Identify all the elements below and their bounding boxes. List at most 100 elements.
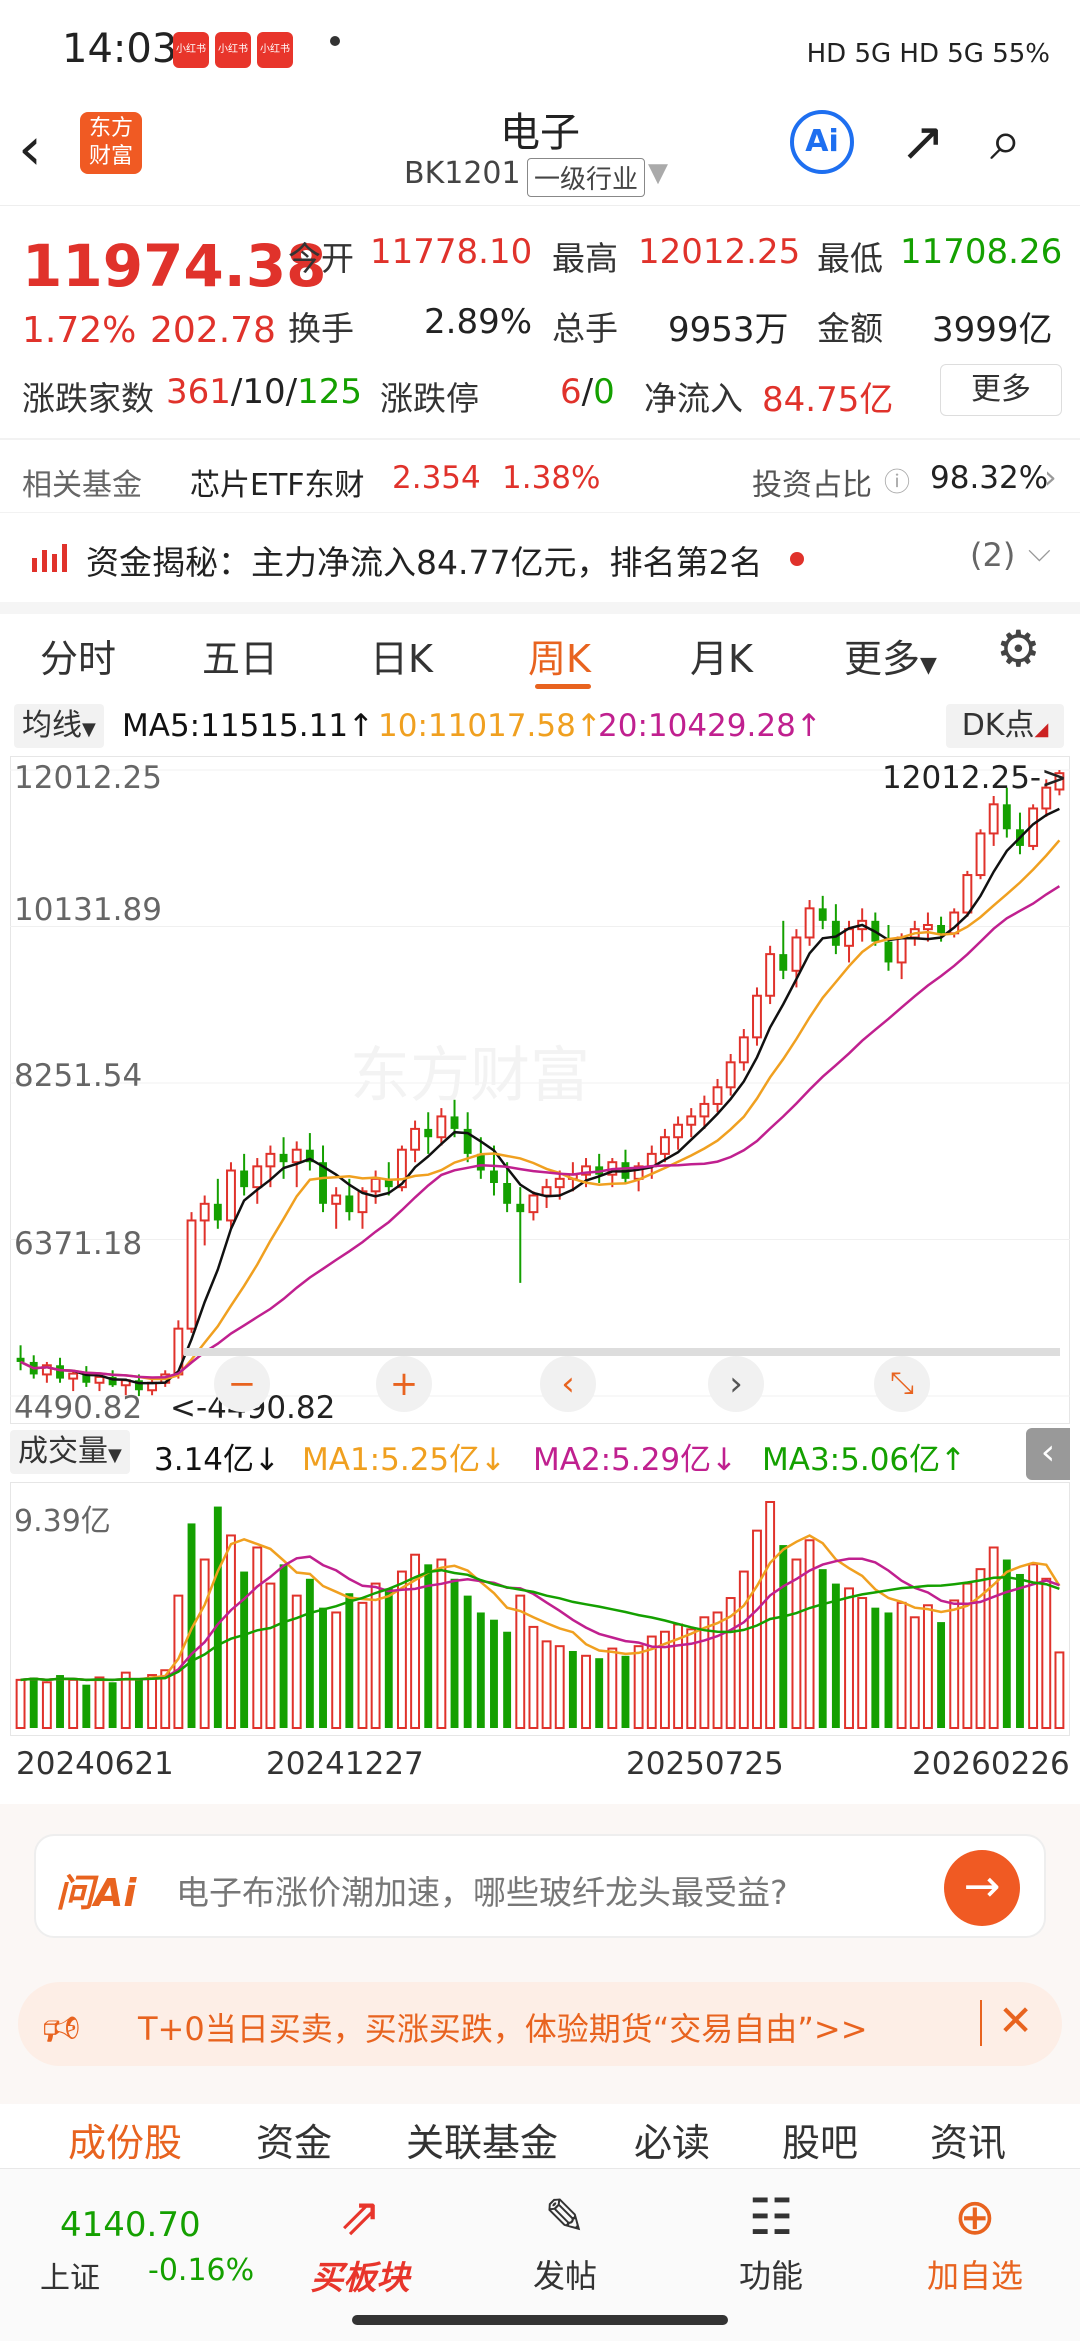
volume-bar [699, 1616, 710, 1729]
chevron-down-icon: ⌵ [1028, 534, 1051, 569]
chevron-right-icon[interactable]: › [708, 1356, 764, 1412]
zoom-in-icon[interactable]: + [376, 1356, 432, 1412]
turnover-label: 换手 [288, 309, 354, 348]
volume-bar [68, 1678, 79, 1729]
volume-bar [791, 1558, 802, 1729]
volume-chart[interactable] [10, 1482, 1070, 1736]
divider [0, 438, 1080, 440]
back-arrow-icon[interactable]: ‹ [18, 114, 42, 184]
buy-label: 买板块 [310, 2258, 410, 2297]
candle [226, 1169, 236, 1222]
arrow-right-icon[interactable]: → [944, 1850, 1020, 1926]
volume-bar [922, 1604, 933, 1729]
ma10-value: 10:11017.58↑ [378, 708, 602, 744]
capital-reveal-row[interactable]: 资金揭秘：主力净流入84.77亿元，排名第2名 (2) ⌵ [0, 514, 1080, 600]
candle [252, 1165, 263, 1189]
buy-sector-button[interactable]: ⇗ 买板块 [290, 2183, 430, 2299]
dk-point-button[interactable]: DK点◢ [946, 704, 1064, 748]
chart-scrollbar[interactable] [184, 1348, 1060, 1356]
volume-bar [410, 1553, 421, 1730]
volume-bar [528, 1625, 539, 1730]
volume-bar [240, 1571, 249, 1728]
candle [410, 1127, 421, 1151]
triangle-down-icon: ▼ [920, 653, 937, 678]
volume-bar [581, 1654, 591, 1730]
ma5-value: MA5:11515.11↑ [122, 708, 375, 744]
close-icon[interactable]: ✕ [998, 1996, 1034, 2045]
zoom-out-icon[interactable]: − [214, 1356, 270, 1412]
up-count: 361 [166, 372, 231, 412]
candle [370, 1177, 381, 1193]
candle [424, 1128, 433, 1138]
candle [16, 1357, 25, 1362]
volume-bar [752, 1529, 762, 1729]
ai-question-text: 电子布涨价潮加速，哪些玻纤龙头最受益? [176, 1873, 788, 1912]
candle [331, 1194, 342, 1205]
inflow-value: 84.75亿 [762, 380, 894, 420]
vol-ma2-text: MA2:5.29亿 [533, 1442, 712, 1478]
tab-monthly-k[interactable]: 月K [690, 637, 753, 681]
share-icon[interactable]: ↗ [900, 110, 946, 173]
chevron-left-icon[interactable]: ‹ [540, 1356, 596, 1412]
tab-daily-k[interactable]: 日K [370, 637, 433, 681]
tab-capital[interactable]: 资金 [256, 2121, 333, 2165]
index-ticker[interactable]: 4140.70 上证 -0.16% [30, 2181, 254, 2311]
expand-icon[interactable]: ⤡ [874, 1356, 930, 1412]
ratio-value: 98.32% [930, 460, 1049, 496]
ai-question-bar[interactable]: 问Ai 电子布涨价潮加速，哪些玻纤龙头最受益? → [34, 1834, 1046, 1938]
date-label: 20260226 [912, 1746, 1070, 1782]
ai-assistant-icon[interactable]: Ai [790, 110, 854, 174]
functions-button[interactable]: ☷ 功能 [706, 2183, 836, 2297]
search-icon[interactable]: ⌕ [990, 108, 1022, 173]
tab-weekly-k[interactable]: 周K [528, 637, 591, 681]
active-tab-indicator [535, 684, 591, 689]
add-watchlist-button[interactable]: ⊕ 加自选 [910, 2183, 1040, 2297]
more-button[interactable]: 更多 [940, 364, 1062, 416]
post-button[interactable]: ✎ 发帖 [500, 2183, 630, 2297]
tab-five-day[interactable]: 五日 [202, 637, 279, 681]
index-name: 上证 [40, 2261, 100, 2296]
tab-constituents[interactable]: 成份股 [68, 2121, 183, 2165]
promo-banner[interactable]: 🕫 T+0当日买卖，买涨买跌，体验期货“交易自由”>> ✕ [18, 1982, 1062, 2066]
volume-bar [659, 1630, 670, 1729]
tab-forum[interactable]: 股吧 [782, 2121, 859, 2165]
volume-bar [370, 1582, 381, 1730]
volume-bar [173, 1594, 184, 1729]
tab-more[interactable]: 更多▼ [844, 628, 937, 683]
fund-price: 2.354 [392, 460, 481, 496]
tab-must-read[interactable]: 必读 [634, 2121, 711, 2165]
candle [1054, 772, 1065, 791]
tab-related-funds[interactable]: 关联基金 [406, 2121, 559, 2165]
tab-news[interactable]: 资讯 [930, 2121, 1007, 2165]
separator: / [230, 372, 243, 412]
volume-bar [108, 1682, 117, 1728]
help-icon[interactable]: ⓘ [884, 468, 911, 498]
gear-icon[interactable]: ⚙ [996, 620, 1041, 678]
candlestick-chart[interactable]: 东方财富 [10, 756, 1070, 1424]
candle [725, 1061, 736, 1089]
related-fund-row[interactable]: 相关基金 芯片ETF东财 2.354 1.38% 投资占比 ⓘ 98.32% › [0, 440, 1080, 510]
candle [804, 907, 815, 939]
promo-text: T+0当日买卖，买涨买跌，体验期货“交易自由”>> [138, 2010, 868, 2048]
vol-ma2: MA2:5.29亿↓ [533, 1442, 738, 1478]
dropdown-triangle-icon[interactable]: ▼ [648, 158, 668, 188]
volume-bar [56, 1675, 64, 1728]
fund-name: 芯片ETF东财 [190, 468, 365, 503]
indicator-selector[interactable]: 成交量▼ [10, 1430, 130, 1474]
limit-counts: 6/0 [560, 372, 615, 412]
collapse-panel-tab[interactable]: ‹ [1026, 1428, 1070, 1480]
ma-selector[interactable]: 均线▼ [14, 704, 104, 748]
volume-bar [738, 1570, 749, 1729]
vol-ma1-line [20, 1534, 1061, 1682]
add-watchlist-label: 加自选 [926, 2257, 1023, 2295]
vol-ma1-text: MA1:5.25亿 [302, 1442, 481, 1478]
candle [213, 1203, 222, 1221]
tab-time-share[interactable]: 分时 [40, 637, 117, 681]
volume-bar [331, 1611, 342, 1729]
industry-level-badge[interactable]: 一级行业 [527, 158, 646, 197]
volume-bar [515, 1594, 526, 1729]
amount-value: 3999亿 [932, 310, 1053, 350]
bar-chart-icon [32, 544, 67, 572]
volume-bar [909, 1616, 920, 1729]
volume-bar [607, 1647, 618, 1729]
